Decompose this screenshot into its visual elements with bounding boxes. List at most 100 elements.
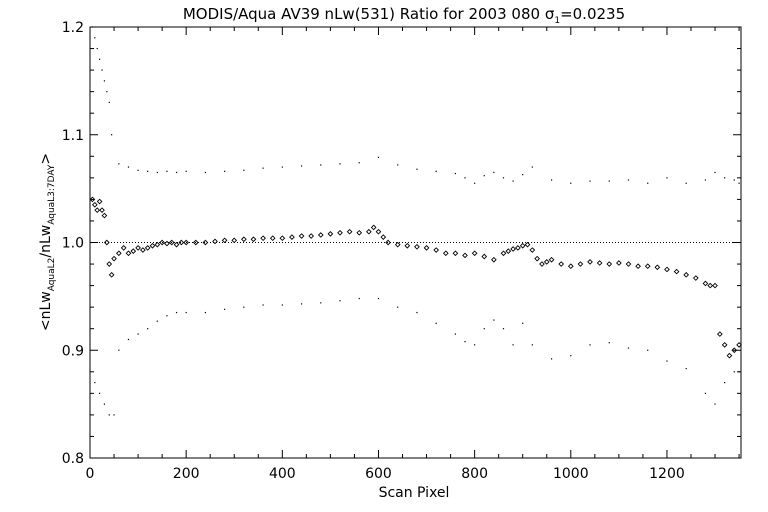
mean_ratio-point [250, 236, 257, 243]
lower_bound-point [320, 302, 322, 304]
mean_ratio-point [712, 282, 718, 289]
mean_ratio-point [144, 245, 151, 251]
mean_ratio-point [337, 229, 343, 236]
mean_ratio-point [471, 250, 478, 257]
mean_ratio-point [534, 255, 540, 262]
lower_bound-point [733, 371, 735, 373]
lower_bound-point [108, 414, 110, 416]
lower_bound-point [243, 306, 245, 308]
upper_bound-point [502, 177, 505, 179]
mean_ratio-point [130, 248, 137, 254]
chart-title: MODIS/Aqua AV39 nLw(531) Ratio for 2003 … [183, 5, 625, 26]
lower_bound-point [647, 349, 649, 351]
chart-title-sigma: σ [545, 5, 555, 23]
mean_ratio-point [414, 243, 420, 250]
mean_ratio-point [380, 234, 387, 240]
mean_ratio-point [726, 352, 733, 359]
mean_ratio-point [125, 250, 132, 257]
mean_ratio-point [308, 233, 315, 239]
mean_ratio-point [149, 242, 156, 249]
mean_ratio-point [120, 245, 127, 251]
lower_bound-point [522, 322, 524, 324]
mean_ratio-point [548, 256, 555, 263]
chart-title-sigma-subscript: 1 [554, 16, 560, 26]
upper_bound-point [358, 162, 360, 164]
lower_bound-point [483, 328, 485, 330]
upper_bound-point [464, 177, 466, 179]
mean_ratio-point [94, 207, 101, 214]
mean_ratio-point [577, 261, 584, 267]
upper_bound-point [262, 167, 264, 169]
x-tick-label: 1000 [553, 466, 589, 482]
mean_ratio-point [135, 245, 141, 251]
mean_ratio-point [394, 241, 401, 248]
mean_ratio-point [375, 228, 382, 235]
mean_ratio-point [596, 260, 603, 266]
lower_bound-point [666, 360, 668, 362]
upper_bound-point [483, 175, 485, 177]
lower_bound-point [589, 344, 591, 346]
lower_bound-point [204, 311, 206, 314]
upper_bound-point [522, 174, 524, 176]
y-axis-title-nlw-2: nLw [38, 225, 54, 253]
upper_bound-point [300, 165, 303, 167]
upper_bound-point [156, 171, 158, 174]
upper_bound-point [397, 164, 399, 166]
upper_bound-point [589, 180, 591, 182]
mean_ratio-point [101, 212, 108, 219]
lower_bound-point [224, 308, 226, 310]
mean_ratio-point [404, 242, 411, 249]
lower_bound-point [94, 381, 96, 384]
mean_ratio-point [692, 275, 699, 281]
lower_bound-point [464, 341, 466, 343]
x-axis-title: Scan Pixel [379, 485, 450, 501]
mean_ratio-point [298, 233, 305, 239]
lower_bound-point [262, 304, 264, 306]
mean_ratio-point [385, 239, 391, 246]
lower_bound-point [474, 344, 476, 346]
lower_bound-point [685, 367, 687, 370]
mean_ratio-point [202, 239, 209, 246]
mean_ratio-point [173, 241, 180, 248]
x-tick-label: 0 [86, 466, 95, 482]
lower_bound-point [113, 414, 115, 416]
y-axis-title-open: < [38, 319, 54, 331]
upper_bound-point [493, 171, 495, 174]
y-tick-label: 0.8 [62, 451, 84, 467]
mean_ratio-point [616, 260, 622, 266]
mean_ratio-point [491, 256, 497, 263]
mean_ratio-point [717, 331, 723, 337]
mean_ratio-point [510, 246, 516, 252]
mean_ratio-point [168, 239, 175, 246]
x-tick-label: 200 [173, 466, 200, 482]
lower_bound-point [99, 392, 101, 394]
mean_ratio-point [558, 261, 565, 267]
mean_ratio-point [346, 228, 353, 235]
mean_ratio-point [159, 239, 165, 246]
mean_ratio-point [707, 282, 714, 289]
upper_bound-point [704, 179, 707, 181]
upper_bound-point [101, 69, 103, 71]
lower_bound-point [118, 349, 120, 351]
mean_ratio-point [178, 239, 185, 246]
lower_bound-point [397, 306, 399, 308]
upper_bound-point [714, 171, 716, 174]
mean_ratio-point [606, 261, 613, 267]
upper_bound-point [608, 180, 610, 182]
mean_ratio-point [731, 347, 738, 354]
mean_ratio-point [89, 196, 96, 203]
lower_bound-point [147, 328, 149, 330]
lower_bound-point [166, 315, 168, 317]
mean_ratio-point [423, 245, 430, 251]
upper_bound-point [454, 172, 457, 175]
mean_ratio-point [231, 237, 238, 244]
upper_bound-point [96, 47, 98, 50]
lower_bound-point [493, 319, 495, 321]
mean_ratio-point [140, 247, 146, 253]
y-tick-label: 1.0 [62, 236, 84, 252]
lower_bound-point [127, 338, 130, 341]
upper_bound-point [99, 58, 101, 60]
mean_ratio-point [625, 261, 632, 267]
mean_ratio-point [500, 250, 507, 257]
mean_ratio-point [289, 234, 295, 240]
